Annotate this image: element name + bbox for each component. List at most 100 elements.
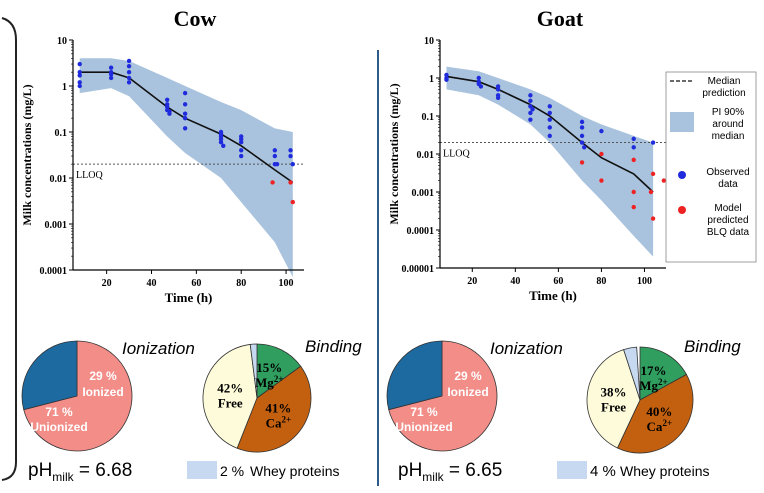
cow-observed-point: [164, 104, 170, 110]
goat-observed-point: [579, 119, 585, 125]
cow-y-tick-label: 10: [57, 36, 67, 47]
goat-bql-point: [661, 178, 667, 183]
goat-observed-point: [495, 84, 501, 89]
goat-observed-point: [495, 95, 501, 101]
goat-bql-point: [650, 216, 656, 221]
goat-x-tick-label: 40: [510, 276, 520, 287]
goat-unionized-pct: 71 %: [410, 405, 438, 419]
goat-bql-point: [650, 171, 656, 177]
cow-y-tick-label: 0.01: [50, 174, 68, 185]
cow-observed-point: [182, 111, 188, 116]
goat-observed-point: [631, 136, 636, 142]
goat-pi-band: [446, 66, 654, 257]
goat-lloq-label: LLOQ: [443, 149, 470, 160]
goat-observed-point: [478, 84, 484, 89]
cow-observed-point: [182, 115, 188, 121]
goat-observed-point: [444, 77, 449, 82]
goat-observed-point: [582, 145, 587, 150]
cow-x-tick-label: 20: [102, 278, 112, 289]
goat-observed-point: [579, 140, 585, 145]
cow-observed-point: [288, 148, 293, 153]
cow-observed-point: [274, 161, 280, 167]
goat-observed-point: [547, 104, 552, 109]
goat-observed-point: [444, 72, 449, 78]
cow-observed-point: [126, 58, 132, 64]
goat-x-axis-label: Time (h): [529, 288, 577, 303]
legend-median-label: Median prediction: [702, 76, 745, 99]
goat-unionized-label: Unionized: [395, 420, 452, 434]
cow-ionization-pie-slice: [23, 340, 133, 452]
cow-chart-title: Cow: [174, 6, 217, 31]
cow-observed-point: [182, 90, 188, 96]
cow-observed-point: [108, 65, 114, 70]
goat-x-tick-label: 100: [637, 276, 652, 287]
cow-bql-point: [290, 199, 295, 205]
cow-observed-point: [77, 83, 82, 89]
legend-observed-label: Observed data: [706, 167, 749, 190]
cow-binding-title: Binding: [305, 337, 362, 356]
goat-binding-pct: 17%: [640, 363, 666, 378]
goat-y-tick-label: 0.1: [422, 112, 435, 123]
goat-x-tick-label: 80: [596, 276, 606, 287]
cow-observed-point: [126, 63, 132, 69]
cow-ionized-label: Ionized: [82, 385, 123, 399]
goat-binding-pct: 40%: [646, 404, 672, 419]
cow-x-tick-label: 80: [236, 278, 246, 289]
cow-y-tick-label: 0.0001: [40, 266, 68, 277]
cow-observed-point: [77, 80, 82, 85]
legend-box: [665, 71, 757, 263]
goat-observed-point: [579, 133, 585, 139]
goat-bql-point: [648, 189, 654, 195]
goat-observed-point: [530, 107, 535, 112]
cow-concentration-chart: Cow LLOQ 0.0001 0.001 0.01 0.1 1 10 20 40 60 80 100 T…: [20, 6, 304, 305]
cow-observed-point: [164, 97, 170, 103]
cow-binding-pct: 42%: [217, 381, 243, 396]
goat-observed-point: [579, 125, 585, 130]
cow-observed-point: [126, 80, 132, 85]
cow-y-tick-label: 1: [62, 82, 67, 93]
goat-binding-pct: 38%: [601, 384, 627, 399]
goat-observed-point: [476, 75, 481, 81]
goat-bql-point: [599, 178, 604, 183]
cow-observed-point: [239, 136, 244, 142]
goat-observed-point: [547, 125, 552, 130]
cow-observed-point: [239, 153, 244, 159]
goat-binding-title: Binding: [684, 337, 741, 356]
cow-binding-pie-slice: [249, 343, 258, 399]
legend-pi-swatch: [670, 112, 694, 132]
cow-observed-point: [239, 148, 244, 153]
goat-binding-pie-slice: [623, 346, 641, 401]
cow-x-tick-label: 60: [191, 278, 201, 289]
cow-observed-point: [218, 136, 224, 142]
cow-y-axis-label: Milk concentrations (mg/L): [20, 84, 34, 225]
cow-observed-point: [126, 75, 132, 81]
goat-median-line: [446, 75, 654, 193]
cow-bql-point: [288, 180, 293, 185]
cow-observed-point: [126, 69, 132, 75]
cow-observed-point: [290, 161, 295, 167]
legend-bql-label: Model predicted BLQ data: [707, 203, 750, 238]
cow-ionization-pie: Ionization 29 % Ionized 71 %Unionized: [21, 339, 195, 452]
goat-whey-pct: 4 %: [590, 463, 616, 480]
cow-lloq-label: LLOQ: [76, 170, 103, 181]
cow-y-tick-label: 0.1: [55, 128, 68, 139]
goat-ionized-label: Ionized: [447, 385, 488, 399]
left-frame-line: [1, 17, 17, 481]
cow-unionized-label: Unionized: [30, 420, 87, 434]
goat-whey-swatch: [557, 461, 587, 479]
legend-pi-label: PI 90% around median: [712, 107, 745, 142]
goat-observed-point: [631, 145, 636, 150]
cow-observed-point: [272, 153, 278, 159]
goat-ionization-title: Ionization: [490, 339, 563, 358]
cow-ionization-pie-slice: [21, 340, 78, 411]
goat-ionization-pie-slice: [386, 340, 443, 411]
goat-y-tick-label: 0.01: [417, 150, 435, 161]
goat-observed-point: [528, 117, 533, 122]
goat-observed-point: [547, 110, 552, 116]
goat-observed-point: [528, 110, 533, 116]
cow-binding-pct: 41%: [265, 401, 291, 416]
goat-observed-point: [547, 117, 552, 122]
cow-binding-pie-slice: [202, 343, 258, 449]
goat-binding-pie-slice: [639, 346, 687, 401]
